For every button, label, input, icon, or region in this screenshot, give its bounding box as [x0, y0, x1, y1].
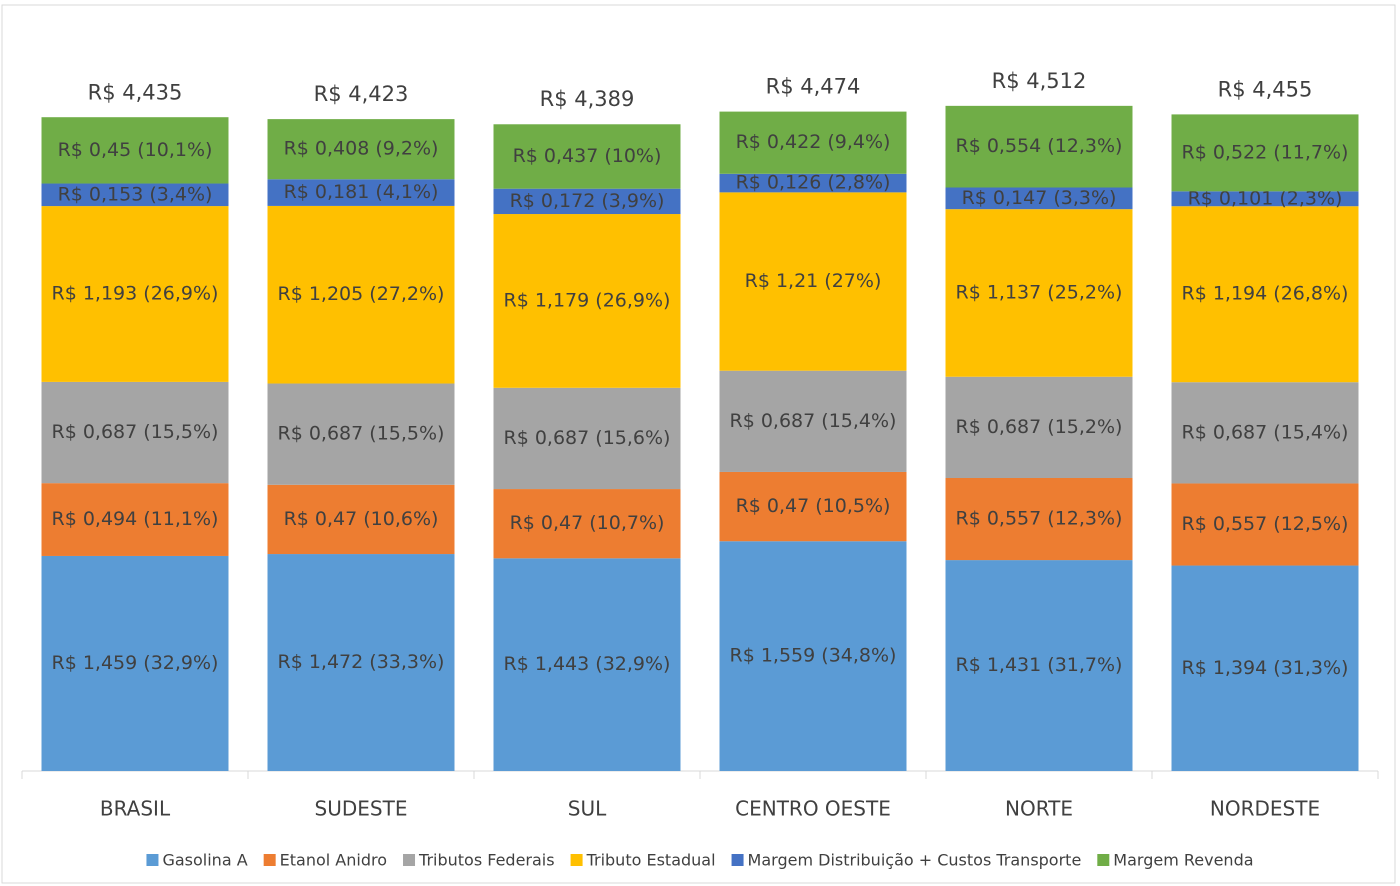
- bar-segment: [493, 124, 681, 189]
- segment-label: R$ 0,687 (15,6%): [504, 427, 671, 449]
- segment-label: R$ 0,687 (15,5%): [278, 423, 445, 445]
- bar-segment: [41, 117, 229, 184]
- segment-label: R$ 0,181 (4,1%): [284, 181, 439, 203]
- segment-label: R$ 0,172 (3,9%): [510, 190, 665, 212]
- segment-label: R$ 1,21 (27%): [745, 270, 882, 292]
- bar-segment: [267, 383, 455, 485]
- bar-segment: [1171, 382, 1359, 484]
- segment-label: R$ 1,472 (33,3%): [278, 651, 445, 673]
- chart-frame: [1, 4, 1396, 884]
- legend-label: Tributo Estadual: [586, 851, 716, 870]
- bar-segment: [719, 471, 907, 542]
- x-tick-label: CENTRO OESTE: [735, 797, 891, 821]
- segment-label: R$ 1,194 (26,8%): [1182, 283, 1349, 305]
- bar-segment: [493, 387, 681, 490]
- segment-label: R$ 0,408 (9,2%): [284, 138, 439, 160]
- segment-label: R$ 1,559 (34,8%): [730, 645, 897, 667]
- bar-segment: [267, 554, 455, 771]
- x-tick-label: SUDESTE: [315, 797, 408, 821]
- segment-label: R$ 0,153 (3,4%): [58, 183, 213, 205]
- segment-label: R$ 0,45 (10,1%): [58, 139, 213, 161]
- bar-segment: [41, 183, 229, 207]
- segment-label: R$ 0,437 (10%): [513, 145, 662, 167]
- legend-label: Etanol Anidro: [280, 851, 387, 870]
- bar-segment: [945, 477, 1133, 561]
- segment-label: R$ 1,431 (31,7%): [956, 654, 1123, 676]
- segment-label: R$ 0,687 (15,4%): [1182, 421, 1349, 443]
- legend-swatch: [570, 854, 583, 866]
- segment-label: R$ 1,443 (32,9%): [504, 653, 671, 675]
- bar-segment: [1171, 114, 1359, 192]
- legend-label: Tributos Federais: [418, 851, 555, 870]
- legend-swatch: [263, 854, 276, 866]
- bar-segment: [493, 489, 681, 559]
- segment-label: R$ 1,193 (26,9%): [52, 282, 219, 304]
- legend-swatch: [146, 854, 159, 866]
- segment-label: R$ 0,47 (10,5%): [736, 495, 891, 517]
- bar-segment: [267, 205, 455, 384]
- total-label: R$ 4,435: [88, 80, 183, 104]
- segment-label: R$ 0,557 (12,5%): [1182, 513, 1349, 535]
- segment-label: R$ 0,126 (2,8%): [736, 172, 891, 194]
- segment-label: R$ 0,687 (15,2%): [956, 416, 1123, 438]
- bar-segment: [945, 376, 1133, 478]
- bar-segment: [41, 206, 229, 382]
- bar-segment: [267, 484, 455, 555]
- bar-segment: [1171, 483, 1359, 566]
- bar-segment: [719, 192, 907, 371]
- legend-label: Gasolina A: [162, 851, 247, 870]
- legend-swatch: [1097, 854, 1110, 866]
- segment-label: R$ 0,147 (3,3%): [962, 187, 1117, 209]
- bar-segment: [41, 381, 229, 484]
- x-tick-label: SUL: [568, 797, 607, 821]
- bar-segment: [493, 188, 681, 215]
- bar-segment: [41, 555, 229, 771]
- total-label: R$ 4,389: [540, 87, 635, 111]
- bar-segment: [1171, 191, 1359, 207]
- segment-label: R$ 1,459 (32,9%): [52, 652, 219, 674]
- legend-label: Margem Distribuição + Custos Transporte: [748, 851, 1082, 870]
- bar-segment: [719, 541, 907, 771]
- bar-segment: [493, 558, 681, 771]
- segment-label: R$ 0,687 (15,4%): [730, 410, 897, 432]
- segment-label: R$ 1,179 (26,9%): [504, 289, 671, 311]
- segment-label: R$ 0,422 (9,4%): [736, 131, 891, 153]
- legend-label: Margem Revenda: [1113, 851, 1253, 870]
- segment-label: R$ 1,394 (31,3%): [1182, 657, 1349, 679]
- bar-segment: [719, 370, 907, 472]
- legend-swatch: [731, 854, 744, 866]
- bar-segment: [267, 179, 455, 206]
- bar-segment: [1171, 565, 1359, 771]
- segment-label: R$ 0,47 (10,7%): [510, 512, 665, 534]
- segment-label: R$ 0,557 (12,3%): [956, 508, 1123, 530]
- bar-segment: [945, 105, 1133, 188]
- bar-segment: [41, 483, 229, 556]
- segment-label: R$ 0,554 (12,3%): [956, 135, 1123, 157]
- segment-label: R$ 0,101 (2,3%): [1188, 187, 1343, 209]
- bar-segment: [267, 119, 455, 180]
- total-label: R$ 4,474: [766, 75, 861, 99]
- x-tick-label: NORDESTE: [1210, 797, 1320, 821]
- segment-label: R$ 1,205 (27,2%): [278, 283, 445, 305]
- bar-segment: [493, 214, 681, 388]
- segment-label: R$ 0,47 (10,6%): [284, 508, 439, 530]
- x-tick-label: BRASIL: [100, 797, 171, 821]
- bar-segment: [945, 209, 1133, 377]
- legend-swatch: [403, 854, 416, 866]
- bar-segment: [945, 560, 1133, 771]
- segment-label: R$ 0,687 (15,5%): [52, 421, 219, 443]
- bar-segment: [945, 187, 1133, 210]
- total-label: R$ 4,423: [314, 82, 409, 106]
- segment-label: R$ 1,137 (25,2%): [956, 281, 1123, 303]
- total-label: R$ 4,455: [1218, 77, 1313, 101]
- segment-label: R$ 0,522 (11,7%): [1182, 141, 1349, 163]
- bar-segment: [719, 173, 907, 193]
- total-label: R$ 4,512: [992, 69, 1087, 93]
- bar-segment: [719, 111, 907, 174]
- bar-segment: [1171, 206, 1359, 383]
- x-tick-label: NORTE: [1005, 797, 1073, 821]
- segment-label: R$ 0,494 (11,1%): [52, 508, 219, 530]
